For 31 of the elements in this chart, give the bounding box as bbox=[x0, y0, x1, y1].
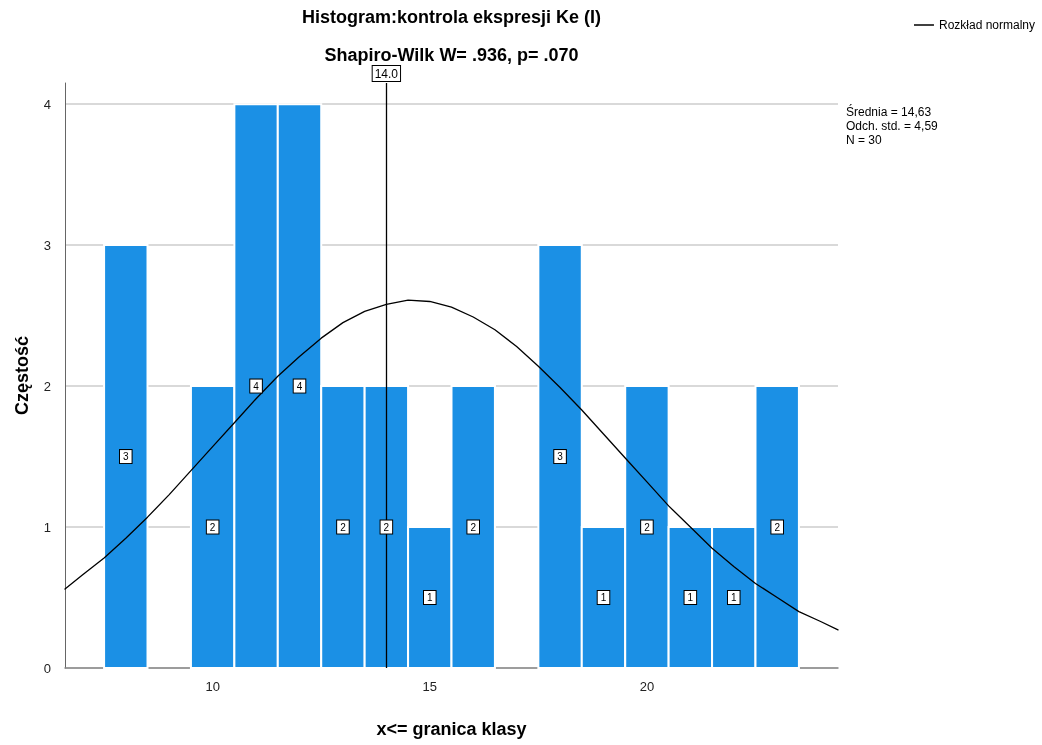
chart-subtitle: Shapiro-Wilk W= .936, p= .070 bbox=[324, 45, 579, 65]
data-label: 3 bbox=[557, 451, 564, 463]
data-label: 4 bbox=[296, 380, 303, 392]
y-tick-label: 2 bbox=[43, 378, 51, 394]
x-tick-label: 20 bbox=[639, 679, 655, 694]
x-tick-label: 10 bbox=[205, 679, 220, 694]
data-label: 2 bbox=[209, 521, 216, 533]
legend-label: Rozkład normalny bbox=[938, 18, 1036, 32]
y-tick-label: 3 bbox=[43, 237, 51, 253]
data-label: 1 bbox=[687, 592, 694, 604]
data-label: 2 bbox=[644, 521, 651, 533]
data-label: 2 bbox=[340, 521, 347, 533]
data-label: 3 bbox=[123, 451, 130, 463]
y-tick-label: 4 bbox=[43, 96, 51, 112]
ref-line-label: 14.0 bbox=[374, 67, 399, 81]
data-label: 4 bbox=[253, 380, 260, 392]
x-tick-label: 15 bbox=[422, 679, 438, 694]
y-tick-label: 0 bbox=[43, 660, 51, 676]
data-label: 2 bbox=[470, 521, 477, 533]
data-label: 1 bbox=[730, 592, 737, 604]
text: N = 30 bbox=[846, 133, 883, 147]
text: Średnia = 14,63 bbox=[846, 104, 932, 119]
y-axis-title: Częstość bbox=[12, 335, 32, 416]
chart-title: Histogram:kontrola ekspresji Ke (I) bbox=[301, 7, 602, 27]
data-label: 2 bbox=[383, 521, 390, 533]
data-label: 1 bbox=[427, 592, 434, 604]
data-label: 2 bbox=[774, 521, 781, 533]
data-label: 1 bbox=[600, 592, 607, 604]
y-tick-label: 1 bbox=[43, 519, 51, 535]
x-axis-title: x<= granica klasy bbox=[376, 719, 527, 739]
text: Odch. std. = 4,59 bbox=[846, 119, 939, 133]
